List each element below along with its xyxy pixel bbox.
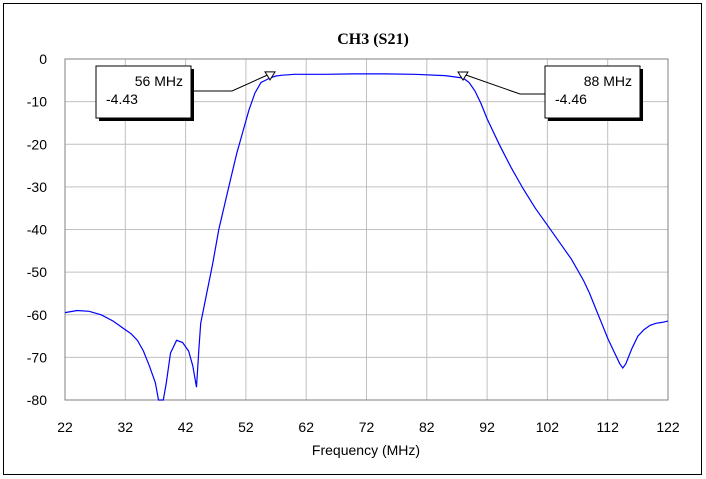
y-tick-label: -20 bbox=[27, 136, 47, 152]
x-tick-label: 42 bbox=[178, 419, 194, 435]
plot-border bbox=[64, 58, 669, 401]
y-tick-label: 0 bbox=[39, 51, 47, 67]
marker-frequency-label: 88 MHz bbox=[584, 73, 632, 89]
marker-triangle bbox=[457, 71, 469, 81]
s21-trace-line bbox=[64, 73, 669, 401]
x-tick-label: 112 bbox=[597, 419, 620, 435]
marker-box bbox=[544, 65, 641, 119]
marker-value-label: -4.43 bbox=[106, 91, 138, 107]
x-tick-label: 102 bbox=[536, 419, 560, 435]
plot-area bbox=[64, 58, 669, 401]
chart-title: CH3 (S21) bbox=[337, 31, 409, 48]
y-tick-label: -70 bbox=[27, 349, 47, 365]
marker-leader-line bbox=[190, 73, 271, 92]
series-group bbox=[64, 73, 669, 401]
x-tick-label: 62 bbox=[298, 419, 314, 435]
y-tick-label: -40 bbox=[27, 222, 47, 238]
marker-leader-line bbox=[462, 73, 545, 95]
y-tick-label: -10 bbox=[27, 94, 47, 110]
marker-triangle bbox=[264, 71, 276, 81]
y-tick-label: -50 bbox=[27, 264, 47, 280]
x-tick-label: 32 bbox=[118, 419, 134, 435]
x-axis-label: Frequency (MHz) bbox=[312, 442, 420, 458]
marker-group: 56 MHz -4.43 88 MHz -4.46 bbox=[95, 65, 643, 121]
x-axis: 22 32 42 52 62 72 82 92 102 112 122 bbox=[57, 419, 680, 435]
x-tick-label: 82 bbox=[419, 419, 435, 435]
y-tick-label: -30 bbox=[27, 179, 47, 195]
marker-box bbox=[95, 65, 192, 119]
y-axis: 0 -10 -20 -30 -40 -50 -60 -70 -80 bbox=[27, 51, 47, 408]
x-tick-label: 72 bbox=[359, 419, 375, 435]
y-tick-label: -60 bbox=[27, 307, 47, 323]
marker-frequency-label: 56 MHz bbox=[135, 73, 183, 89]
x-tick-label: 52 bbox=[238, 419, 254, 435]
x-tick-label: 22 bbox=[57, 419, 73, 435]
marker-value-label: -4.46 bbox=[555, 91, 587, 107]
x-tick-label: 92 bbox=[479, 419, 495, 435]
x-tick-label: 122 bbox=[656, 419, 680, 435]
y-tick-label: -80 bbox=[27, 392, 47, 408]
